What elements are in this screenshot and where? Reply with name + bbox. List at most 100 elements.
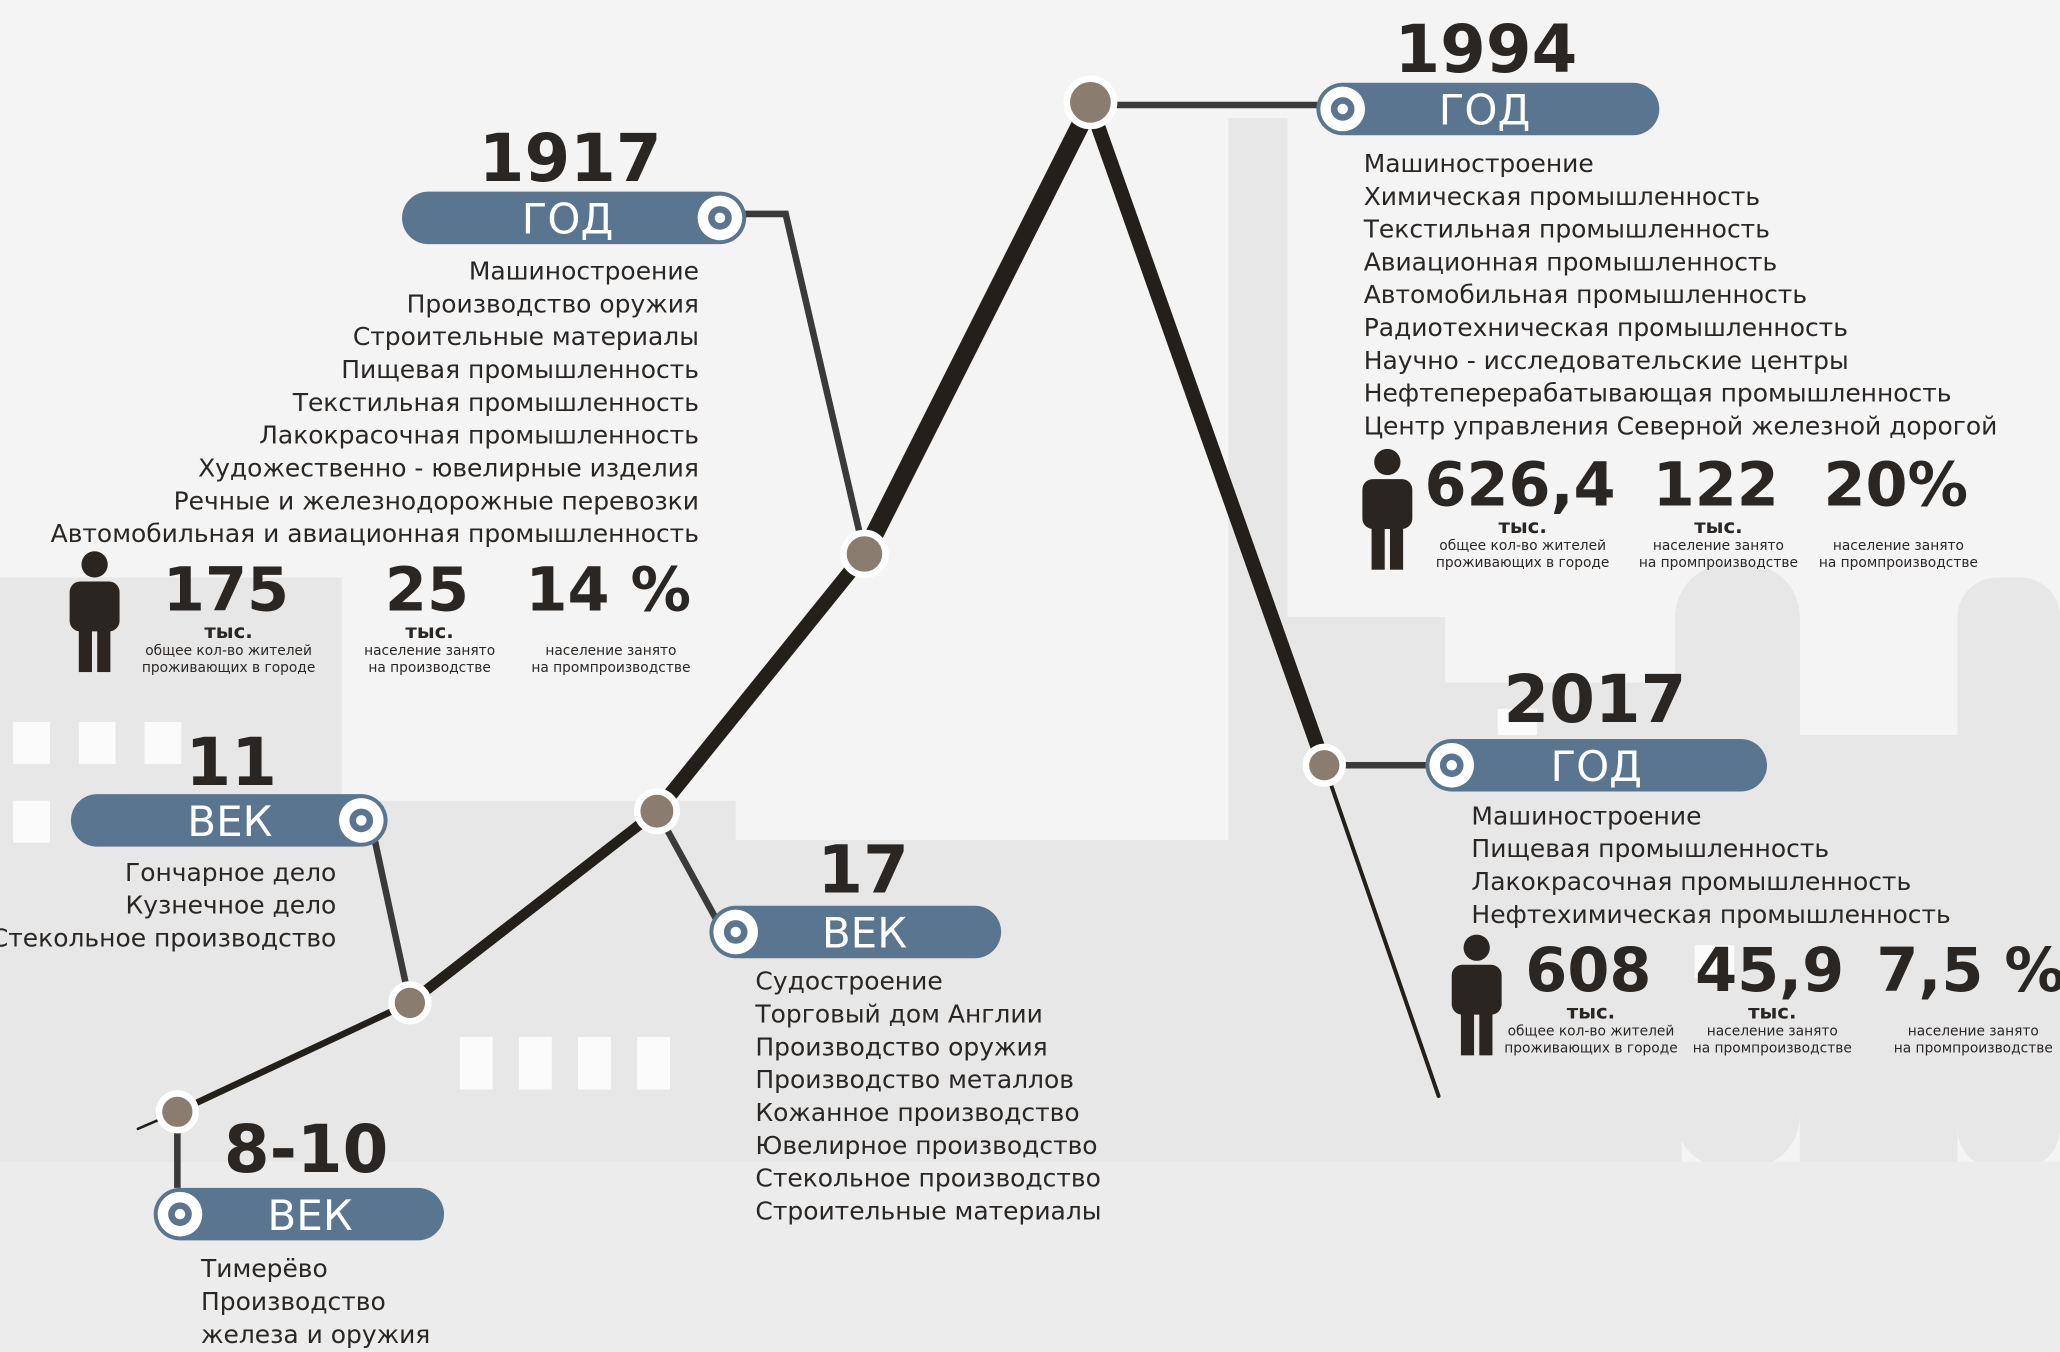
year: 11	[186, 725, 277, 801]
stat-unit: тыс.	[1694, 515, 1742, 538]
stat-caption: общее кол-во жителей	[1439, 538, 1606, 554]
stat-value: 122	[1653, 450, 1779, 520]
person-icon	[1374, 449, 1400, 475]
person-icon	[81, 551, 107, 577]
year: 17	[817, 833, 908, 909]
industry-item: Гончарное дело	[125, 858, 336, 887]
stat-unit: тыс.	[1567, 1001, 1615, 1024]
stat-caption: на промпроизводстве	[1693, 1041, 1852, 1057]
industry-item: Пищевая промышленность	[341, 355, 699, 384]
person-icon	[70, 581, 120, 631]
year: 8-10	[224, 1112, 388, 1188]
industry-item: Стекольное производство	[755, 1164, 1100, 1193]
industry-item: Текстильная промышленность	[292, 388, 699, 417]
stat-caption: население занято	[1833, 538, 1964, 554]
industry-item: Химическая промышленность	[1364, 182, 1760, 211]
stat-caption: на промпроизводстве	[1894, 1041, 2053, 1057]
person-icon	[1362, 479, 1412, 529]
stat-caption: проживающих в городе	[1436, 555, 1609, 571]
person-icon	[1452, 965, 1502, 1015]
industry-item: Лакокрасочная промышленность	[1471, 867, 1911, 896]
industry-item: Научно - исследовательские центры	[1364, 346, 1849, 375]
stat-unit: тыс.	[204, 620, 252, 643]
industry-item: Центр управления Северной железной дорог…	[1364, 411, 1998, 440]
unit-label: ВЕК	[267, 1191, 352, 1240]
industry-item: Радиотехническая промышленность	[1364, 313, 1848, 342]
person-icon	[1464, 935, 1490, 961]
industry-item: Торговый дом Англии	[754, 1000, 1042, 1029]
unit-label: ВЕК	[187, 797, 272, 846]
industry-item: Пищевая промышленность	[1471, 834, 1829, 863]
person-icon	[1479, 1007, 1492, 1056]
stat-caption: общее кол-во жителей	[1508, 1024, 1675, 1040]
industry-item: Производство металлов	[755, 1065, 1074, 1094]
year: 1994	[1394, 12, 1577, 88]
person-icon	[97, 623, 110, 672]
industry-item: Машиностроение	[1364, 149, 1594, 178]
ring	[1446, 760, 1457, 771]
stat-caption: на промпроизводстве	[531, 660, 690, 676]
person-icon	[1372, 521, 1385, 570]
ring	[1337, 104, 1348, 115]
industry-item: Художественно - ювелирные изделия	[198, 453, 699, 482]
industry-item: Производство	[201, 1287, 386, 1316]
industry-item: Машиностроение	[1471, 801, 1701, 830]
industry-item: Автомобильная и авиационная промышленнос…	[51, 519, 699, 548]
industry-item: Нефтеперерабатывающая промышленность	[1364, 379, 1952, 408]
stat-caption: на производстве	[368, 660, 491, 676]
industry-item: Ювелирное производство	[755, 1131, 1097, 1160]
industry-item: Авиационная промышленность	[1364, 247, 1777, 276]
industry-item: Кузнечное дело	[126, 891, 337, 920]
stat-value: 14 %	[525, 555, 691, 625]
stat-value: 20%	[1823, 450, 1968, 520]
unit-label: ГОД	[1439, 86, 1531, 135]
stat-caption: на промпроизводстве	[1639, 555, 1798, 571]
stat-caption: население занято	[1908, 1024, 2039, 1040]
person-icon	[1390, 521, 1403, 570]
industry-item: Текстильная промышленность	[1363, 215, 1770, 244]
unit-label: ВЕК	[822, 909, 907, 958]
industry-item: Строительные материалы	[755, 1196, 1101, 1225]
stat-value: 175	[163, 555, 289, 625]
industry-item: Автомобильная промышленность	[1364, 280, 1807, 309]
ring	[715, 213, 726, 224]
stat-value: 7,5 %	[1876, 936, 2060, 1006]
industry-item: Лакокрасочная промышленность	[259, 421, 699, 450]
person-icon	[1461, 1007, 1474, 1056]
stat-caption: население занято	[1653, 538, 1784, 554]
stat-caption: проживающих в городе	[142, 660, 315, 676]
industry-item: Машиностроение	[469, 257, 699, 286]
industry-item: Судостроение	[755, 967, 942, 996]
stat-unit: тыс.	[1748, 1001, 1796, 1024]
ring	[356, 815, 367, 826]
stat-unit: тыс.	[1498, 515, 1546, 538]
industry-item: Производство оружия	[755, 1032, 1047, 1061]
year: 2017	[1504, 662, 1687, 738]
unit-label: ГОД	[1550, 742, 1642, 791]
stat-caption: на промпроизводстве	[1819, 555, 1978, 571]
year: 1917	[479, 121, 662, 197]
stat-value: 626,4	[1424, 450, 1615, 520]
stat-caption: проживающих в городе	[1504, 1041, 1677, 1057]
stat-value: 25	[385, 555, 469, 625]
infographic: 8-10ВЕКТимерёвоПроизводствожелеза и оруж…	[0, 0, 2060, 1352]
industry-item: Речные и железнодорожные перевозки	[174, 486, 699, 515]
ring	[730, 927, 741, 938]
stat-caption: население занято	[1707, 1024, 1838, 1040]
industry-item: Производство оружия	[407, 289, 699, 318]
stat-value: 45,9	[1695, 936, 1844, 1006]
ring	[175, 1209, 186, 1220]
stat-unit: тыс.	[405, 620, 453, 643]
industry-item: Тимерёво	[200, 1254, 328, 1283]
industry-item: Кожанное производство	[755, 1098, 1079, 1127]
stat-caption: население занято	[545, 643, 676, 659]
industry-item: Стекольное производство	[0, 923, 336, 952]
industry-item: железа и оружия	[201, 1320, 430, 1349]
stat-value: 608	[1525, 936, 1651, 1006]
person-icon	[79, 623, 92, 672]
industry-item: Строительные материалы	[353, 322, 699, 351]
stat-caption: население занято	[364, 643, 495, 659]
industry-item: Нефтехимическая промышленность	[1471, 900, 1950, 929]
stat-caption: общее кол-во жителей	[145, 643, 312, 659]
unit-label: ГОД	[522, 195, 614, 244]
